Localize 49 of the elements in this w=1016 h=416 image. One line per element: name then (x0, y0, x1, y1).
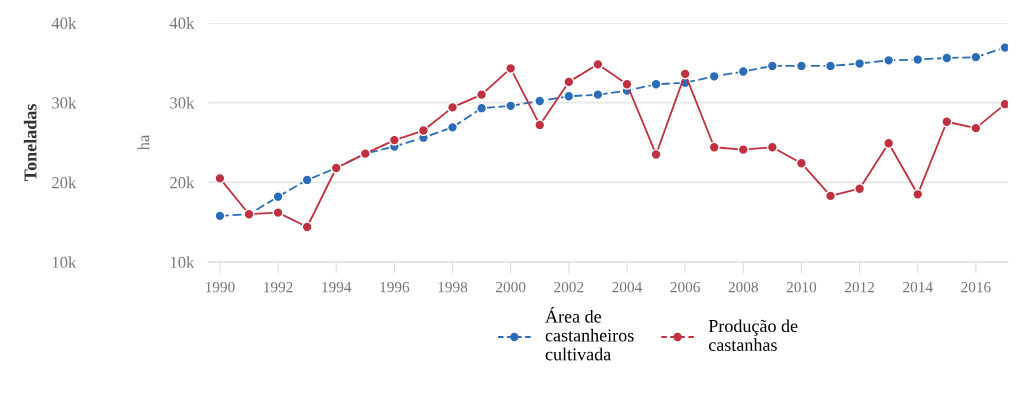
legend-label: Área de castanheiros cultivada (545, 307, 634, 361)
point (388, 134, 400, 146)
y2-tick-label: 40k (51, 17, 77, 29)
x-tick-label: 2016 (961, 281, 991, 293)
point (883, 54, 895, 66)
x-tick-label: 1992 (264, 282, 293, 293)
y-tick-label: 30k (170, 96, 195, 109)
point (941, 116, 953, 128)
point (970, 122, 982, 134)
point (795, 157, 807, 169)
point (446, 101, 459, 113)
x-tick-label: 2010 (786, 281, 817, 293)
point (650, 148, 662, 160)
y2-tick-label: 10k (52, 256, 77, 269)
point (301, 221, 313, 233)
point (505, 100, 517, 112)
point (650, 78, 662, 90)
x-tick-label: 1994 (322, 282, 352, 293)
x-tick-label: 1998 (438, 281, 468, 293)
y-axis-title: ha (137, 134, 150, 151)
y2-tick-label: 30k (52, 96, 77, 109)
x-tick-label: 2000 (496, 281, 526, 293)
point (563, 90, 575, 102)
x-tick-label: 1990 (205, 281, 235, 293)
x-tick-label: 2002 (554, 281, 584, 293)
point (563, 76, 575, 88)
point (941, 52, 953, 64)
x-tick-label: 2004 (612, 281, 643, 293)
x-tick-label: 1996 (380, 282, 410, 293)
point (766, 141, 778, 153)
point (621, 78, 633, 90)
point (534, 95, 546, 107)
point (708, 70, 720, 82)
y-tick-label: 40k (169, 17, 195, 29)
point (476, 102, 488, 114)
x-tick-label: 2008 (728, 281, 758, 293)
legend-label: Produção de castanhas (708, 319, 798, 351)
point (446, 121, 459, 133)
x-tick-label: 2014 (903, 281, 933, 293)
x-tick-label: 2006 (670, 281, 700, 293)
x-tick-label: 2012 (844, 281, 875, 293)
y2-tick-label: 20k (52, 176, 77, 189)
point (854, 57, 866, 70)
point (970, 51, 982, 63)
point (592, 58, 604, 70)
y-tick-label: 10k (170, 256, 195, 269)
y2-axis-title: Toneladas (23, 104, 37, 182)
y-tick-label: 20k (170, 176, 195, 189)
point (417, 124, 429, 137)
